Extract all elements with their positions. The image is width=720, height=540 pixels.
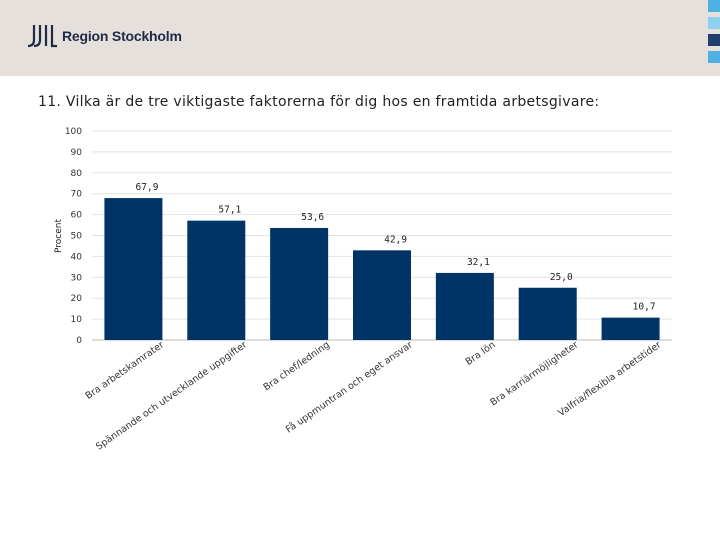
y-tick-label: 70 [71,190,83,200]
bar [601,317,660,340]
bars [104,198,660,340]
data-label: 25,0 [550,272,573,283]
category-label: Spännande och utvecklande uppgifter [94,339,249,452]
decor-squares [708,0,720,68]
data-label: 42,9 [384,234,407,245]
y-tick-label: 100 [65,127,82,137]
category-label: Bra arbetskamrater [84,339,167,401]
bar [187,220,246,340]
header: Region Stockholm [0,0,720,76]
square-3 [708,34,720,46]
bar [353,250,411,340]
bar [518,287,577,340]
data-label: 57,1 [218,205,241,216]
y-tick-label: 60 [71,211,83,221]
y-tick-label: 0 [76,336,82,346]
square-1 [708,0,720,12]
y-tick-label: 20 [71,294,83,304]
y-tick-label: 40 [71,252,83,262]
square-2 [708,17,720,29]
y-tick-label: 30 [71,273,83,283]
square-4 [708,51,720,63]
page-title: 11. Vilka är de tre viktigaste faktorern… [38,94,600,110]
y-axis-label: Procent [54,219,64,253]
data-label: 32,1 [467,257,490,268]
category-label: Bra chef/ledning [262,339,332,393]
bar [104,198,163,340]
region-stockholm-logo: Region Stockholm [26,24,182,48]
y-tick-label: 10 [71,315,83,325]
category-label: Bra lön [464,339,498,367]
data-label: 53,6 [301,212,324,223]
bar [435,272,494,340]
y-tick-label: 80 [71,169,83,179]
bar [270,227,329,340]
y-ticks: 0 10 20 30 40 50 60 70 80 90 100 [65,127,82,346]
category-label: Bra karriärmöjligheter [488,339,580,408]
y-tick-label: 50 [71,232,83,242]
data-label: 67,9 [136,182,159,193]
brand-name: Region Stockholm [62,28,182,44]
y-tick-label: 90 [71,148,83,158]
logo-icon [27,25,57,48]
data-labels: 67,9 57,1 53,6 42,9 32,1 25,0 10,7 [136,182,656,313]
data-label: 10,7 [633,302,656,313]
